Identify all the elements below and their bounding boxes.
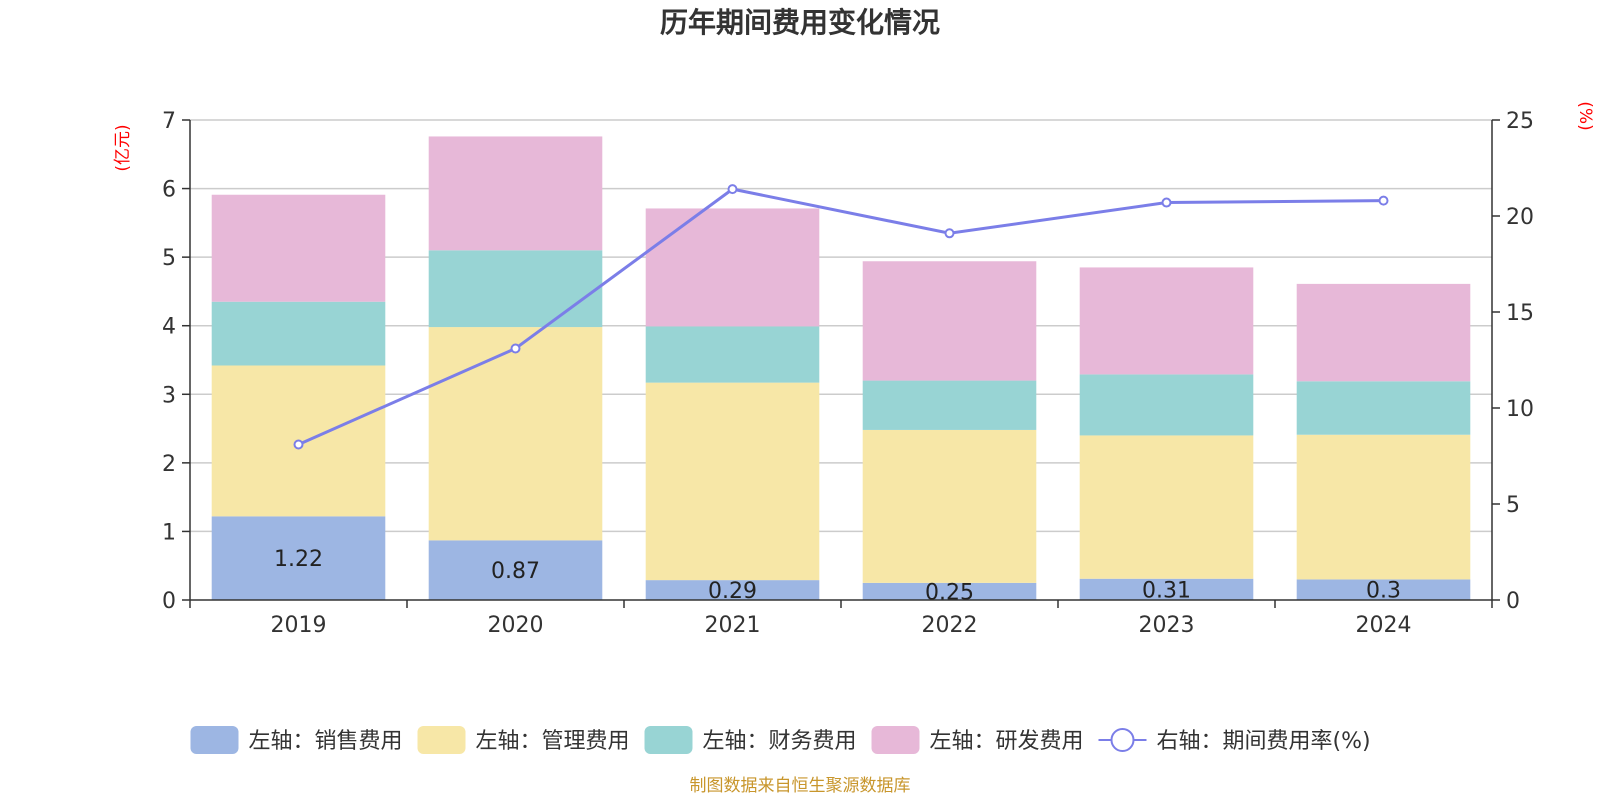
bar-segment	[645, 208, 820, 327]
right-tick-label: 25	[1506, 109, 1534, 134]
legend: 左轴：销售费用 左轴：管理费用 左轴：财务费用 左轴：研发费用 右轴：期间费用率(%)	[190, 726, 1371, 754]
left-tick-label: 7	[162, 109, 176, 134]
bar-value-label: 1.22	[274, 547, 323, 572]
bar-value-label: 0.87	[491, 559, 540, 584]
bar-segment	[1079, 374, 1254, 436]
bar-series	[211, 136, 1471, 600]
bar-segment	[862, 261, 1037, 381]
axes: 0 1 2 3 4 5 6 7 0 5 10 15 20 25 2019 2020 2021 2022 2023 20…	[162, 109, 1534, 638]
x-tick-label: 2020	[488, 613, 544, 638]
right-tick-label: 10	[1506, 397, 1534, 422]
bar-segment	[1296, 434, 1471, 580]
bar-segment	[645, 326, 820, 383]
x-tick-label: 2021	[705, 613, 761, 638]
bar-segment	[1079, 267, 1254, 375]
legend-marker	[1110, 728, 1135, 752]
legend-swatch	[871, 726, 920, 754]
data-source-note: 制图数据来自恒生聚源数据库	[690, 776, 911, 796]
x-tick-label: 2019	[271, 613, 327, 638]
legend-label: 左轴：管理费用	[476, 729, 630, 754]
legend-swatch	[644, 726, 693, 754]
bar-segment	[428, 136, 603, 251]
left-tick-label: 0	[162, 589, 176, 614]
rate-point	[1161, 197, 1172, 208]
rate-point	[727, 184, 738, 195]
bar-value-label: 0.31	[1142, 578, 1191, 603]
rate-point	[293, 439, 304, 450]
bar-segment	[645, 580, 820, 600]
bar-segment	[211, 516, 386, 600]
bar-segment	[645, 382, 820, 581]
bar-segment	[1079, 578, 1254, 600]
rate-point	[510, 343, 521, 354]
left-axis-unit: (亿元)	[113, 124, 133, 171]
legend-swatch	[417, 726, 466, 754]
bar-segment	[428, 250, 603, 328]
legend-label: 右轴：期间费用率(%)	[1157, 729, 1371, 754]
right-tick-label: 20	[1506, 205, 1534, 230]
rate-line-series	[293, 184, 1389, 450]
rate-point	[944, 228, 955, 239]
right-axis-unit: (%)	[1575, 101, 1595, 130]
bar-segment	[1296, 381, 1471, 435]
legend-label: 左轴：研发费用	[930, 729, 1084, 754]
bar-segment	[1296, 579, 1471, 600]
left-tick-label: 3	[162, 383, 176, 408]
bar-segment	[211, 301, 386, 366]
legend-swatch	[190, 726, 239, 754]
legend-label: 左轴：销售费用	[249, 729, 403, 754]
x-tick-label: 2023	[1139, 613, 1195, 638]
chart-title: 历年期间费用变化情况	[660, 6, 940, 39]
rate-point	[1378, 195, 1389, 206]
left-tick-label: 1	[162, 520, 176, 545]
grid-lines	[190, 119, 1492, 533]
left-tick-label: 4	[162, 315, 176, 340]
left-tick-label: 5	[162, 246, 176, 271]
bar-segment	[211, 194, 386, 302]
legend-label: 左轴：财务费用	[703, 729, 857, 754]
right-tick-label: 5	[1506, 493, 1520, 518]
bar-segment	[862, 429, 1037, 583]
bar-value-label: 0.25	[925, 580, 974, 605]
bar-segment	[1079, 435, 1254, 579]
rate-line	[297, 187, 1384, 446]
right-tick-label: 15	[1506, 301, 1534, 326]
bar-segment	[862, 380, 1037, 430]
bar-segment	[1296, 283, 1471, 382]
bar-segment	[428, 327, 603, 541]
left-tick-label: 6	[162, 178, 176, 203]
left-tick-label: 2	[162, 452, 176, 477]
right-tick-label: 0	[1506, 589, 1520, 614]
x-tick-label: 2024	[1356, 613, 1412, 638]
bar-segment	[428, 540, 603, 600]
bar-segment	[862, 582, 1037, 600]
x-tick-label: 2022	[922, 613, 978, 638]
